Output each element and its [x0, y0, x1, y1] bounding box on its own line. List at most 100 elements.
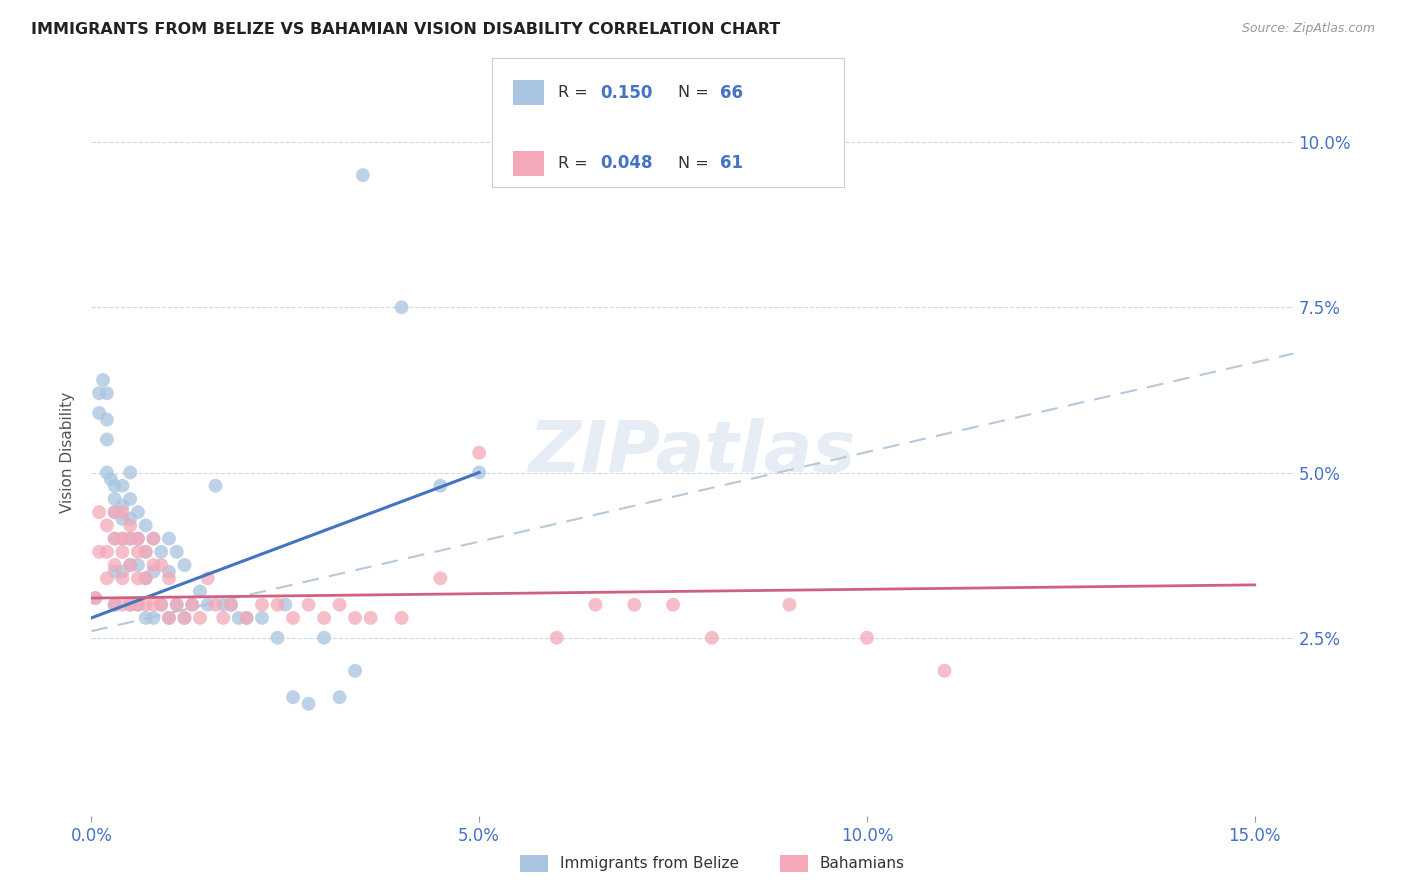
Point [312, 611, 335, 625]
Point [96, 433, 118, 447]
Point [127, 598, 149, 612]
Point [96, 412, 118, 426]
Point [173, 558, 195, 572]
Point [104, 532, 127, 546]
Point [235, 611, 257, 625]
Point [89, 545, 111, 559]
Point [235, 611, 257, 625]
Text: IMMIGRANTS FROM BELIZE VS BAHAMIAN VISION DISABILITY CORRELATION CHART: IMMIGRANTS FROM BELIZE VS BAHAMIAN VISIO… [31, 22, 780, 37]
Point [266, 631, 288, 645]
Point [120, 532, 142, 546]
Point [391, 300, 413, 314]
Point [89, 505, 111, 519]
Text: N =: N = [678, 86, 714, 100]
Point [188, 584, 211, 599]
Point [142, 598, 165, 612]
Point [127, 532, 149, 546]
Point [157, 571, 180, 585]
Point [84, 591, 107, 606]
Point [429, 571, 451, 585]
Point [120, 598, 142, 612]
Point [142, 558, 165, 572]
Point [281, 690, 304, 705]
Point [312, 631, 335, 645]
Point [89, 386, 111, 401]
Point [623, 598, 645, 612]
Point [111, 532, 134, 546]
Point [157, 532, 180, 546]
Point [120, 491, 142, 506]
Point [127, 505, 149, 519]
Point [219, 598, 242, 612]
Point [360, 611, 382, 625]
Point [250, 611, 273, 625]
Point [228, 611, 250, 625]
Point [84, 591, 107, 606]
Point [120, 518, 142, 533]
Point [111, 571, 134, 585]
Point [89, 406, 111, 420]
Point [344, 611, 367, 625]
Point [157, 611, 180, 625]
Point [344, 664, 367, 678]
Text: ZIPatlas: ZIPatlas [529, 418, 856, 487]
Point [104, 558, 127, 572]
Point [856, 631, 879, 645]
Text: Source: ZipAtlas.com: Source: ZipAtlas.com [1241, 22, 1375, 36]
Point [111, 532, 134, 546]
Point [329, 690, 352, 705]
Point [281, 611, 304, 625]
Point [96, 571, 118, 585]
Text: 0.150: 0.150 [600, 84, 652, 102]
Point [135, 545, 157, 559]
Point [120, 598, 142, 612]
Point [135, 545, 157, 559]
Point [111, 479, 134, 493]
Text: 0.048: 0.048 [600, 154, 652, 172]
Point [104, 598, 127, 612]
Point [120, 466, 142, 480]
Point [934, 664, 956, 678]
Point [157, 565, 180, 579]
Y-axis label: Vision Disability: Vision Disability [60, 392, 76, 513]
Point [197, 571, 219, 585]
Point [166, 598, 188, 612]
Point [297, 697, 319, 711]
Text: Immigrants from Belize: Immigrants from Belize [560, 856, 738, 871]
Point [120, 532, 142, 546]
Point [104, 479, 127, 493]
Point [150, 545, 173, 559]
Point [96, 545, 118, 559]
Point [111, 505, 134, 519]
Text: R =: R = [558, 156, 593, 170]
Point [142, 611, 165, 625]
Point [166, 598, 188, 612]
Point [173, 611, 195, 625]
Point [266, 598, 288, 612]
Point [181, 598, 204, 612]
Point [188, 611, 211, 625]
Point [585, 598, 607, 612]
Point [142, 532, 165, 546]
Point [197, 598, 219, 612]
Point [127, 571, 149, 585]
Point [546, 631, 568, 645]
Point [297, 598, 319, 612]
Point [778, 598, 800, 612]
Point [391, 611, 413, 625]
Point [150, 558, 173, 572]
Point [104, 532, 127, 546]
Point [329, 598, 352, 612]
Point [150, 598, 173, 612]
Point [104, 505, 127, 519]
Point [212, 598, 235, 612]
Point [127, 558, 149, 572]
Point [173, 611, 195, 625]
Text: 66: 66 [720, 84, 742, 102]
Point [135, 518, 157, 533]
Point [135, 571, 157, 585]
Point [468, 466, 491, 480]
Point [120, 558, 142, 572]
Point [135, 598, 157, 612]
Point [250, 598, 273, 612]
